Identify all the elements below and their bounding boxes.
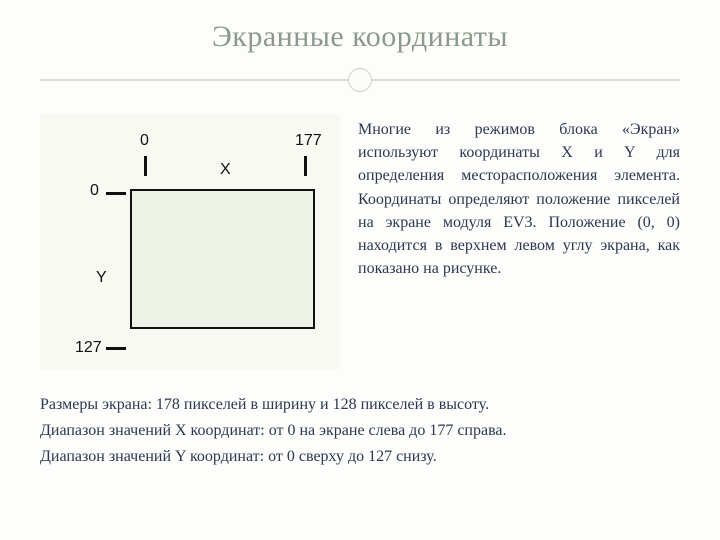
screen-rect (130, 189, 315, 329)
title-divider (40, 66, 680, 94)
divider-circle-icon (348, 68, 372, 92)
page-title: Экранные координаты (40, 20, 680, 54)
content-row: 0 177 0 127 X Y Многие из режимов блока «Экра… (40, 114, 680, 369)
y-start-label: 0 (90, 182, 99, 200)
x-range-note: Диапазон значений X координат: от 0 на э… (40, 419, 680, 443)
bottom-notes: Размеры экрана: 178 пикселей в ширину и … (40, 393, 680, 469)
tick-top-left (144, 156, 147, 176)
tick-left-top (106, 192, 126, 195)
description-text: Многие из режимов блока «Экран» использу… (358, 114, 680, 280)
y-axis-label: Y (96, 269, 107, 287)
tick-top-right (304, 156, 307, 176)
x-end-label: 177 (295, 132, 322, 150)
coordinate-diagram: 0 177 0 127 X Y (40, 114, 340, 369)
x-start-label: 0 (140, 132, 149, 150)
x-axis-label: X (220, 161, 231, 179)
screen-size-note: Размеры экрана: 178 пикселей в ширину и … (40, 393, 680, 417)
tick-left-bottom (106, 347, 126, 350)
y-end-label: 127 (75, 339, 102, 357)
y-range-note: Диапазон значений Y координат: от 0 свер… (40, 445, 680, 469)
